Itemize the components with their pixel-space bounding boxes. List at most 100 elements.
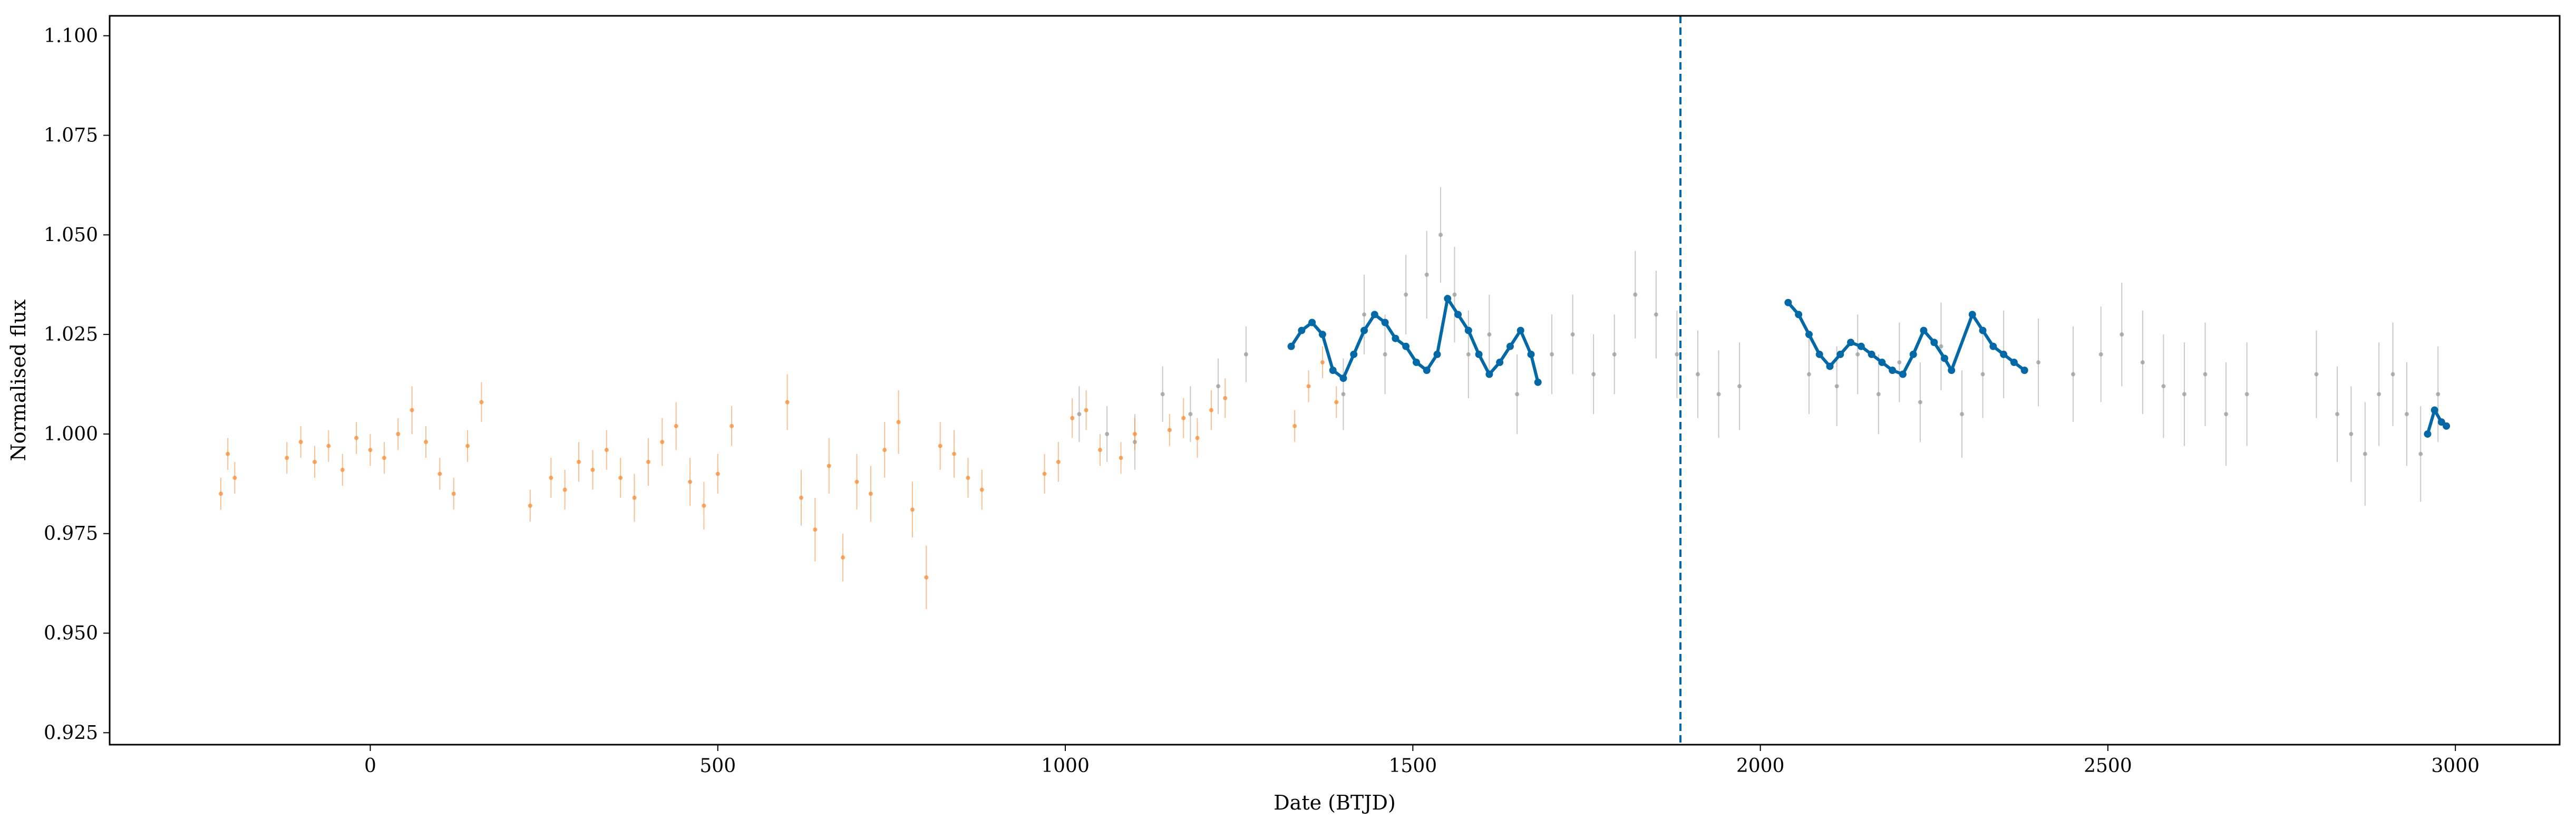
data-point (410, 408, 414, 412)
data-point (2182, 392, 2186, 396)
data-point (2349, 432, 2353, 436)
data-point (1181, 416, 1185, 420)
data-point (674, 424, 678, 428)
data-point (730, 424, 734, 428)
y-axis: 0.925 0.950 0.975 1.000 1.025 1.050 1.075 1.100 (44, 25, 110, 744)
data-point (2203, 372, 2208, 377)
y-tick-label: 0.950 (44, 623, 98, 644)
data-point (563, 488, 567, 492)
data-point (1425, 273, 1429, 277)
data-point (1383, 352, 1387, 357)
data-point (479, 400, 483, 405)
data-point (1223, 396, 1227, 400)
y-tick-label: 1.050 (44, 224, 98, 246)
data-point (2099, 352, 2103, 357)
data-point (2377, 392, 2381, 396)
data-point (1550, 352, 1554, 357)
data-point (1835, 384, 1839, 388)
data-point (2418, 452, 2423, 456)
data-point (1244, 352, 1248, 357)
data-point (354, 436, 358, 440)
data-point (382, 456, 386, 460)
data-point (549, 476, 553, 480)
x-tick-label: 1000 (1041, 755, 1090, 777)
data-point (1591, 372, 1596, 377)
data-point (1737, 384, 1742, 388)
data-point (1654, 312, 1658, 316)
data-point (1133, 432, 1137, 436)
x-tick-label: 3000 (2431, 755, 2480, 777)
data-point (1084, 408, 1088, 412)
data-point (1292, 424, 1297, 428)
data-point (396, 432, 400, 436)
grey-series-layer (1077, 187, 2440, 506)
data-point (646, 460, 650, 464)
data-point (869, 492, 873, 496)
data-point (1320, 360, 1325, 364)
data-point (633, 496, 637, 500)
data-point (285, 456, 289, 460)
data-point (2224, 412, 2228, 416)
orange-series-layer (219, 346, 1338, 609)
data-point (1307, 384, 1311, 388)
data-point (590, 468, 595, 472)
data-point (1404, 293, 1408, 297)
data-point (1098, 448, 1102, 452)
data-point (424, 440, 428, 444)
data-point (1939, 344, 1943, 349)
data-point (897, 420, 901, 424)
data-point (226, 452, 230, 456)
x-tick-label: 2500 (2084, 755, 2132, 777)
data-point (1960, 412, 1964, 416)
data-point (452, 492, 456, 496)
data-point (2436, 392, 2440, 396)
data-point (1696, 372, 1700, 377)
data-point (1612, 352, 1617, 357)
data-point (2335, 412, 2339, 416)
x-tick-label: 2000 (1736, 755, 1785, 777)
data-point (528, 504, 532, 508)
data-point (1161, 392, 1165, 396)
y-tick-label: 1.100 (44, 25, 98, 47)
data-point (841, 555, 845, 560)
data-point (952, 452, 956, 456)
data-point (827, 464, 831, 468)
data-point (2405, 412, 2409, 416)
y-tick-label: 0.975 (44, 523, 98, 545)
x-tick-label: 1500 (1389, 755, 1437, 777)
data-point (1362, 312, 1366, 316)
data-point (716, 471, 720, 476)
data-point (1515, 392, 1519, 396)
plot-frame (110, 16, 2560, 745)
data-point (1195, 436, 1200, 440)
y-axis-label: Normalised flux (7, 300, 30, 461)
data-point (1077, 412, 1081, 416)
data-point (1466, 352, 1471, 357)
data-point (219, 492, 223, 496)
data-point (1105, 432, 1109, 436)
data-point (1487, 332, 1491, 336)
data-point (882, 448, 887, 452)
data-point (813, 527, 817, 532)
x-axis-label: Date (BTJD) (1274, 791, 1396, 814)
data-point (1070, 416, 1074, 420)
data-point (368, 448, 372, 452)
data-point (1209, 408, 1213, 412)
data-point (1438, 233, 1443, 237)
data-point (232, 476, 237, 480)
y-tick-label: 0.925 (44, 722, 98, 744)
data-point (938, 444, 942, 448)
data-point (2245, 392, 2249, 396)
series-line (1788, 303, 2024, 374)
data-point (702, 504, 706, 508)
blue-series-layer (1288, 295, 2450, 438)
y-tick-label: 1.025 (44, 324, 98, 345)
data-point (1168, 428, 1172, 432)
data-point (854, 480, 859, 484)
x-tick-label: 500 (699, 755, 736, 777)
data-point (910, 507, 915, 512)
data-point (1717, 392, 1721, 396)
series-line (2427, 410, 2446, 434)
data-point (1334, 400, 1338, 405)
data-point (2036, 360, 2040, 364)
